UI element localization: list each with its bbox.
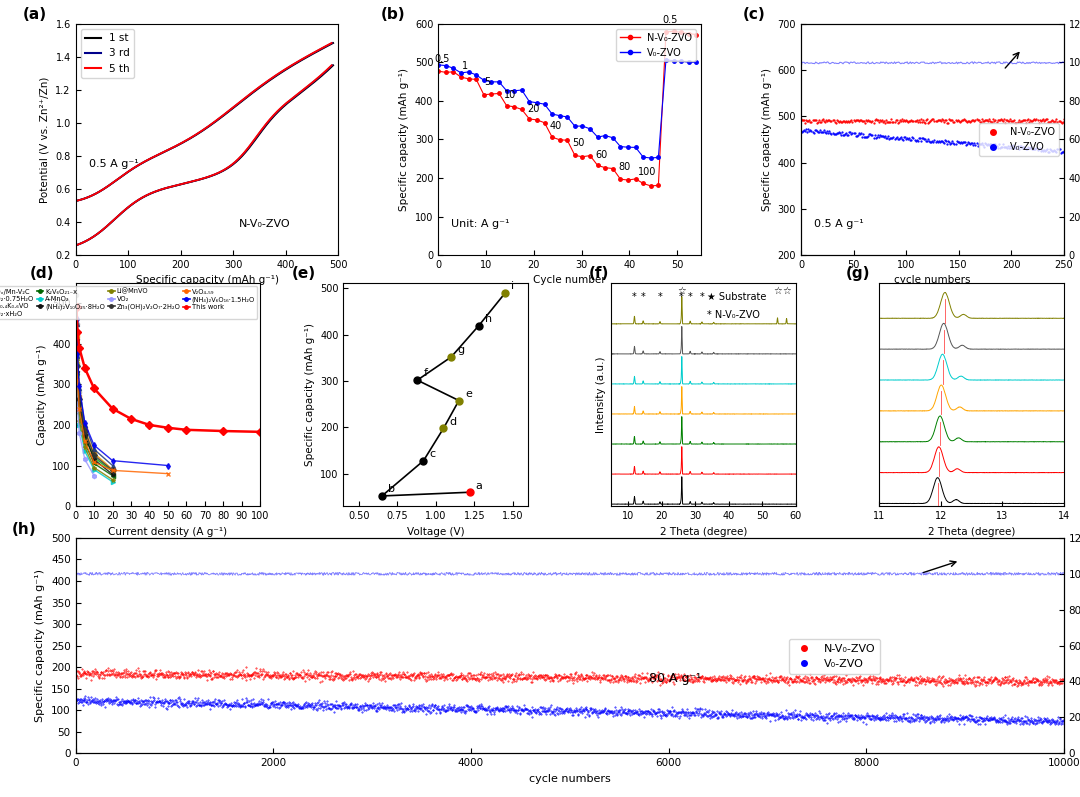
Y-axis label: Specific capacity (mAh g⁻¹): Specific capacity (mAh g⁻¹) (762, 68, 772, 211)
Text: N-V₀-ZVO: N-V₀-ZVO (239, 219, 291, 230)
Text: (f): (f) (589, 266, 609, 281)
X-axis label: 2 Theta (degree): 2 Theta (degree) (660, 527, 747, 536)
Text: ☆: ☆ (773, 286, 782, 296)
Text: 0.5 A g⁻¹: 0.5 A g⁻¹ (814, 219, 864, 230)
Text: 5: 5 (485, 77, 490, 87)
Text: (d): (d) (29, 266, 54, 281)
Text: Unit: A g⁻¹: Unit: A g⁻¹ (451, 219, 510, 230)
X-axis label: 2 Theta (degree): 2 Theta (degree) (928, 527, 1015, 536)
Text: e: e (465, 389, 472, 398)
Y-axis label: Specific capacity (mAh g⁻¹): Specific capacity (mAh g⁻¹) (36, 569, 45, 722)
X-axis label: cycle numbers: cycle numbers (529, 774, 610, 783)
Text: 100: 100 (638, 167, 657, 177)
Text: b: b (388, 485, 395, 494)
Text: *: * (700, 292, 704, 302)
Text: 10: 10 (504, 90, 516, 100)
Text: (h): (h) (12, 522, 36, 536)
Text: a: a (476, 481, 483, 490)
Text: c: c (430, 449, 435, 459)
Y-axis label: Capacity (mAh g⁻¹): Capacity (mAh g⁻¹) (37, 344, 46, 445)
Text: f: f (423, 368, 428, 379)
Legend: N-V₀-ZVO, V₀-ZVO: N-V₀-ZVO, V₀-ZVO (978, 124, 1058, 155)
Text: *: * (640, 292, 646, 302)
Legend: N-V₀-ZVO, V₀-ZVO: N-V₀-ZVO, V₀-ZVO (788, 639, 880, 673)
Text: 60: 60 (595, 150, 608, 160)
Text: i: i (511, 281, 514, 292)
Text: *: * (632, 292, 637, 302)
Text: 80 A g⁻¹: 80 A g⁻¹ (649, 672, 701, 685)
Text: 0.5 A g⁻¹: 0.5 A g⁻¹ (89, 159, 138, 169)
Legend: N-V₀-ZVO, V₀-ZVO: N-V₀-ZVO, V₀-ZVO (617, 29, 697, 61)
X-axis label: Voltage (V): Voltage (V) (407, 527, 464, 536)
Text: ☆: ☆ (782, 286, 791, 296)
X-axis label: Current density (A g⁻¹): Current density (A g⁻¹) (108, 527, 228, 536)
Text: h: h (485, 314, 492, 324)
Text: ☆: ☆ (677, 286, 686, 296)
Text: ★ Substrate: ★ Substrate (707, 292, 767, 302)
Text: *: * (678, 292, 684, 302)
X-axis label: Cycle number: Cycle number (534, 276, 606, 285)
Text: *: * (688, 292, 692, 302)
Text: 0.5: 0.5 (434, 53, 449, 64)
Text: (b): (b) (380, 7, 405, 22)
Text: * N-V₀-ZVO: * N-V₀-ZVO (707, 310, 760, 320)
Text: (c): (c) (743, 7, 766, 22)
Y-axis label: Specific capacity (mAh g⁻¹): Specific capacity (mAh g⁻¹) (400, 68, 409, 211)
Text: d: d (449, 417, 457, 426)
Text: 50: 50 (572, 139, 585, 148)
Text: 80: 80 (618, 162, 631, 171)
X-axis label: Specific capacity (mAh g⁻¹): Specific capacity (mAh g⁻¹) (135, 276, 279, 285)
Text: (a): (a) (23, 7, 48, 22)
X-axis label: cycle numbers: cycle numbers (894, 276, 971, 285)
Text: *: * (658, 292, 662, 302)
Text: (g): (g) (846, 266, 870, 281)
Text: g: g (457, 345, 464, 355)
Text: 40: 40 (550, 121, 562, 131)
Legend: VOₓ/Mn-V₂C, VO₂·0.75H₂O, Na₀.₄K₀.₆VO, VO₂·xH₂O, K₂V₆O₂₁₋x, A-MnO₂, (NH₄)₂V₁₀O₂₅·: VOₓ/Mn-V₂C, VO₂·0.75H₂O, Na₀.₄K₀.₆VO, VO… (0, 286, 257, 319)
Text: 0.5: 0.5 (662, 15, 677, 26)
Y-axis label: Potential (V vs. Zn²⁺/Zn): Potential (V vs. Zn²⁺/Zn) (40, 77, 50, 202)
Legend: 1 st, 3 rd, 5 th: 1 st, 3 rd, 5 th (81, 29, 134, 78)
Text: (e): (e) (292, 266, 315, 281)
Text: 20: 20 (527, 104, 539, 114)
Y-axis label: Intensity (a.u.): Intensity (a.u.) (596, 356, 606, 433)
Y-axis label: Specific capacity (mAh g⁻¹): Specific capacity (mAh g⁻¹) (305, 323, 314, 466)
Text: 1: 1 (462, 61, 468, 72)
